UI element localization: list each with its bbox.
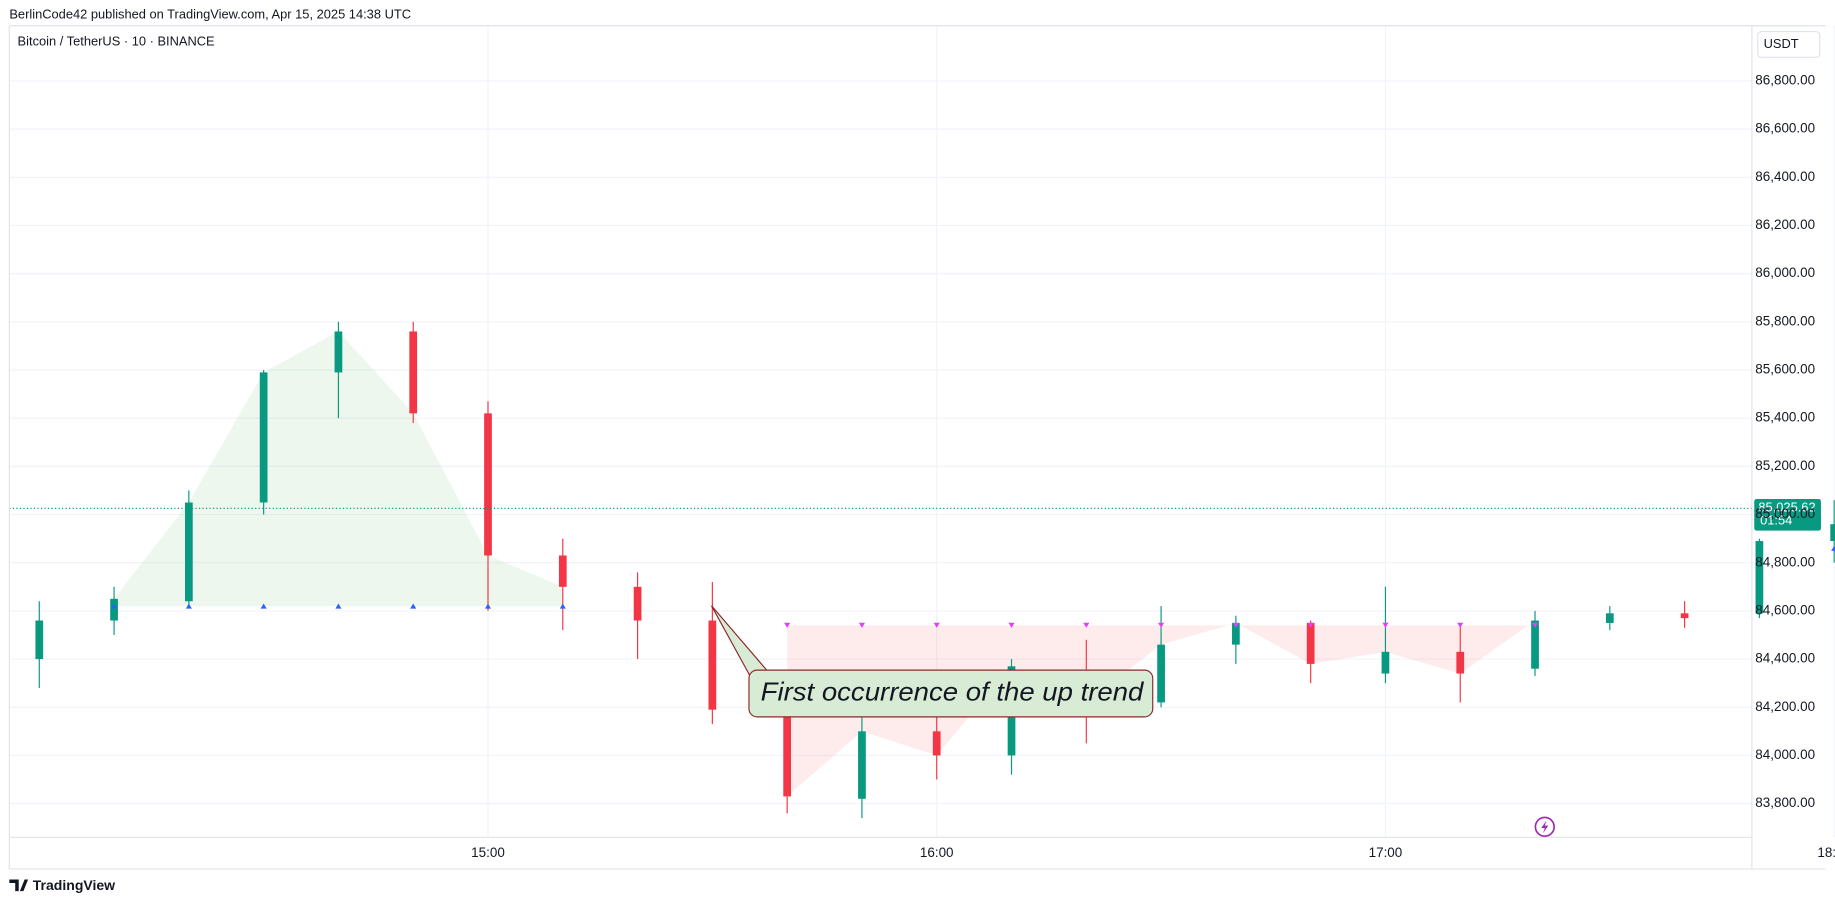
candle-body [1381,651,1390,674]
countdown-label: 01:54 [1760,513,1792,528]
candle-body [858,731,866,799]
candle-body [1456,651,1465,674]
signal-marker [260,603,267,609]
signal-marker [1232,622,1239,628]
signal-marker [784,622,791,628]
currency-label: USDT [1764,36,1799,51]
y-tick-label: 86,800.00 [1755,72,1815,87]
y-tick-label: 83,800.00 [1755,795,1815,810]
candle-body [334,331,343,373]
events-icon-bolt [1541,820,1549,834]
signal-marker [1531,622,1539,628]
candle-body [1830,524,1835,542]
signal-marker [410,603,417,609]
callout-box [748,669,1154,718]
candle-body [783,709,792,797]
candle-body [1531,620,1539,669]
y-tick-label: 85,000.00 [1755,506,1815,521]
signal-marker [335,603,342,609]
y-tick-label: 84,400.00 [1755,651,1815,666]
candle-body [1680,613,1689,619]
annotation-text: First occurrence of the up trend [761,678,1144,706]
candle-body [708,620,717,710]
trend-fill [114,331,563,607]
signal-marker [1158,622,1165,628]
symbol-title: Bitcoin / TetherUS · 10 · BINANCE [18,33,216,48]
candle-body [1157,644,1165,703]
y-tick-label: 85,400.00 [1755,410,1815,425]
x-tick-label: 15:00 [471,845,505,860]
publisher-line: BerlinCode42 published on TradingView.co… [9,7,411,22]
signal-marker [1457,622,1464,628]
y-tick-label: 85,200.00 [1755,458,1815,473]
y-tick-label: 84,200.00 [1755,699,1815,714]
candle-body [1755,541,1764,614]
logo-text: TradingView [33,877,115,893]
y-tick-label: 84,600.00 [1755,602,1815,617]
y-tick-label: 85,800.00 [1755,313,1815,328]
x-tick-label: 17:00 [1369,845,1403,860]
signal-marker [1382,622,1389,628]
candle-body [1306,622,1315,664]
candle-body [1605,613,1614,623]
grid [9,25,1835,838]
last-price-tag [1754,499,1821,531]
signal-marker [858,622,865,628]
y-tick-label: 84,800.00 [1755,554,1815,569]
y-tick-label: 85,600.00 [1755,362,1815,377]
currency-button[interactable] [1757,30,1821,58]
candle-body [1232,622,1240,645]
signal-marker [185,603,192,609]
y-tick-label: 86,000.00 [1755,265,1815,280]
signal-marker [1008,622,1015,628]
signal-marker [933,622,940,628]
signal-marker [111,603,118,609]
y-tick-label: 86,600.00 [1755,121,1815,136]
candle-body [484,413,492,556]
signal-marker [1831,545,1835,551]
signal-marker [484,603,492,609]
candle-body [110,598,118,621]
candle-body [558,555,567,587]
y-tick-label: 86,200.00 [1755,217,1815,232]
candle-body [932,731,941,756]
last-price-label: 85,025.62 [1758,500,1815,515]
candle-body [633,586,642,621]
trend-fill [787,620,1536,797]
y-tick-label: 84,000.00 [1755,747,1815,762]
candle-body [184,502,193,602]
signal-markers [111,545,1835,628]
candle-body [35,620,44,660]
candle-body [259,372,268,503]
y-tick-label: 86,400.00 [1755,169,1815,184]
candle-body [409,331,418,414]
signal-marker [1307,622,1314,628]
signal-marker [559,603,566,609]
x-tick-label: 16:00 [920,845,954,860]
signal-marker [1083,622,1090,628]
x-tick-label: 18:00 [1817,845,1835,860]
